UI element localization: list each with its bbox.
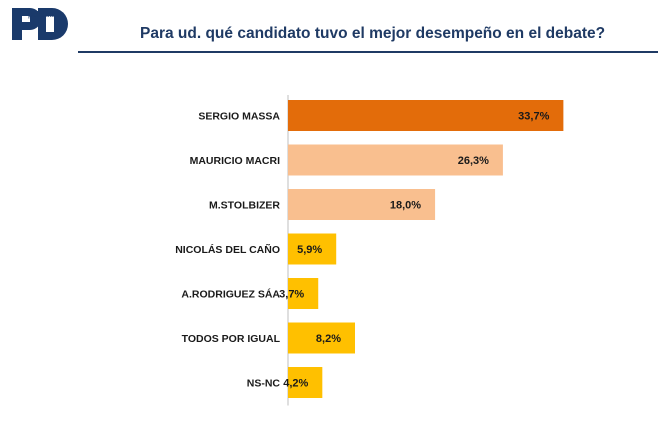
category-label-3: NICOLÁS DEL CAÑO bbox=[175, 243, 280, 256]
bar-3 bbox=[288, 233, 337, 265]
bar-1 bbox=[288, 144, 503, 176]
logo-text: polldata bbox=[28, 10, 57, 19]
value-label-5: 8,2% bbox=[316, 333, 341, 345]
chart-title: Para ud. qué candidato tuvo el mejor des… bbox=[140, 25, 606, 42]
logo-p-shape bbox=[12, 8, 41, 40]
bar-2 bbox=[288, 189, 436, 220]
logo-inner-cut-d bbox=[46, 16, 54, 32]
bar-4 bbox=[288, 278, 319, 309]
value-label-1: 26,3% bbox=[458, 155, 489, 167]
value-label-6: 4,2% bbox=[283, 378, 308, 390]
value-label-3: 5,9% bbox=[297, 244, 322, 256]
category-label-5: TODOS POR IGUAL bbox=[182, 333, 281, 345]
category-label-2: M.STOLBIZER bbox=[209, 200, 280, 212]
value-label-0: 33,7% bbox=[518, 111, 549, 123]
value-label-2: 18,0% bbox=[390, 200, 421, 212]
title-underline bbox=[78, 51, 658, 53]
category-label-1: MAURICIO MACRI bbox=[190, 155, 280, 167]
category-label-4: A.RODRIGUEZ SÁA bbox=[181, 288, 280, 301]
bar-5 bbox=[288, 322, 356, 354]
polldata-logo bbox=[12, 8, 68, 40]
category-label-0: SERGIO MASSA bbox=[198, 111, 280, 123]
category-label-6: NS-NC bbox=[247, 378, 281, 390]
bar-0 bbox=[288, 100, 564, 131]
bar-6 bbox=[288, 367, 323, 398]
value-label-4: 3,7% bbox=[279, 289, 304, 301]
logo-inner-cut bbox=[22, 16, 30, 22]
